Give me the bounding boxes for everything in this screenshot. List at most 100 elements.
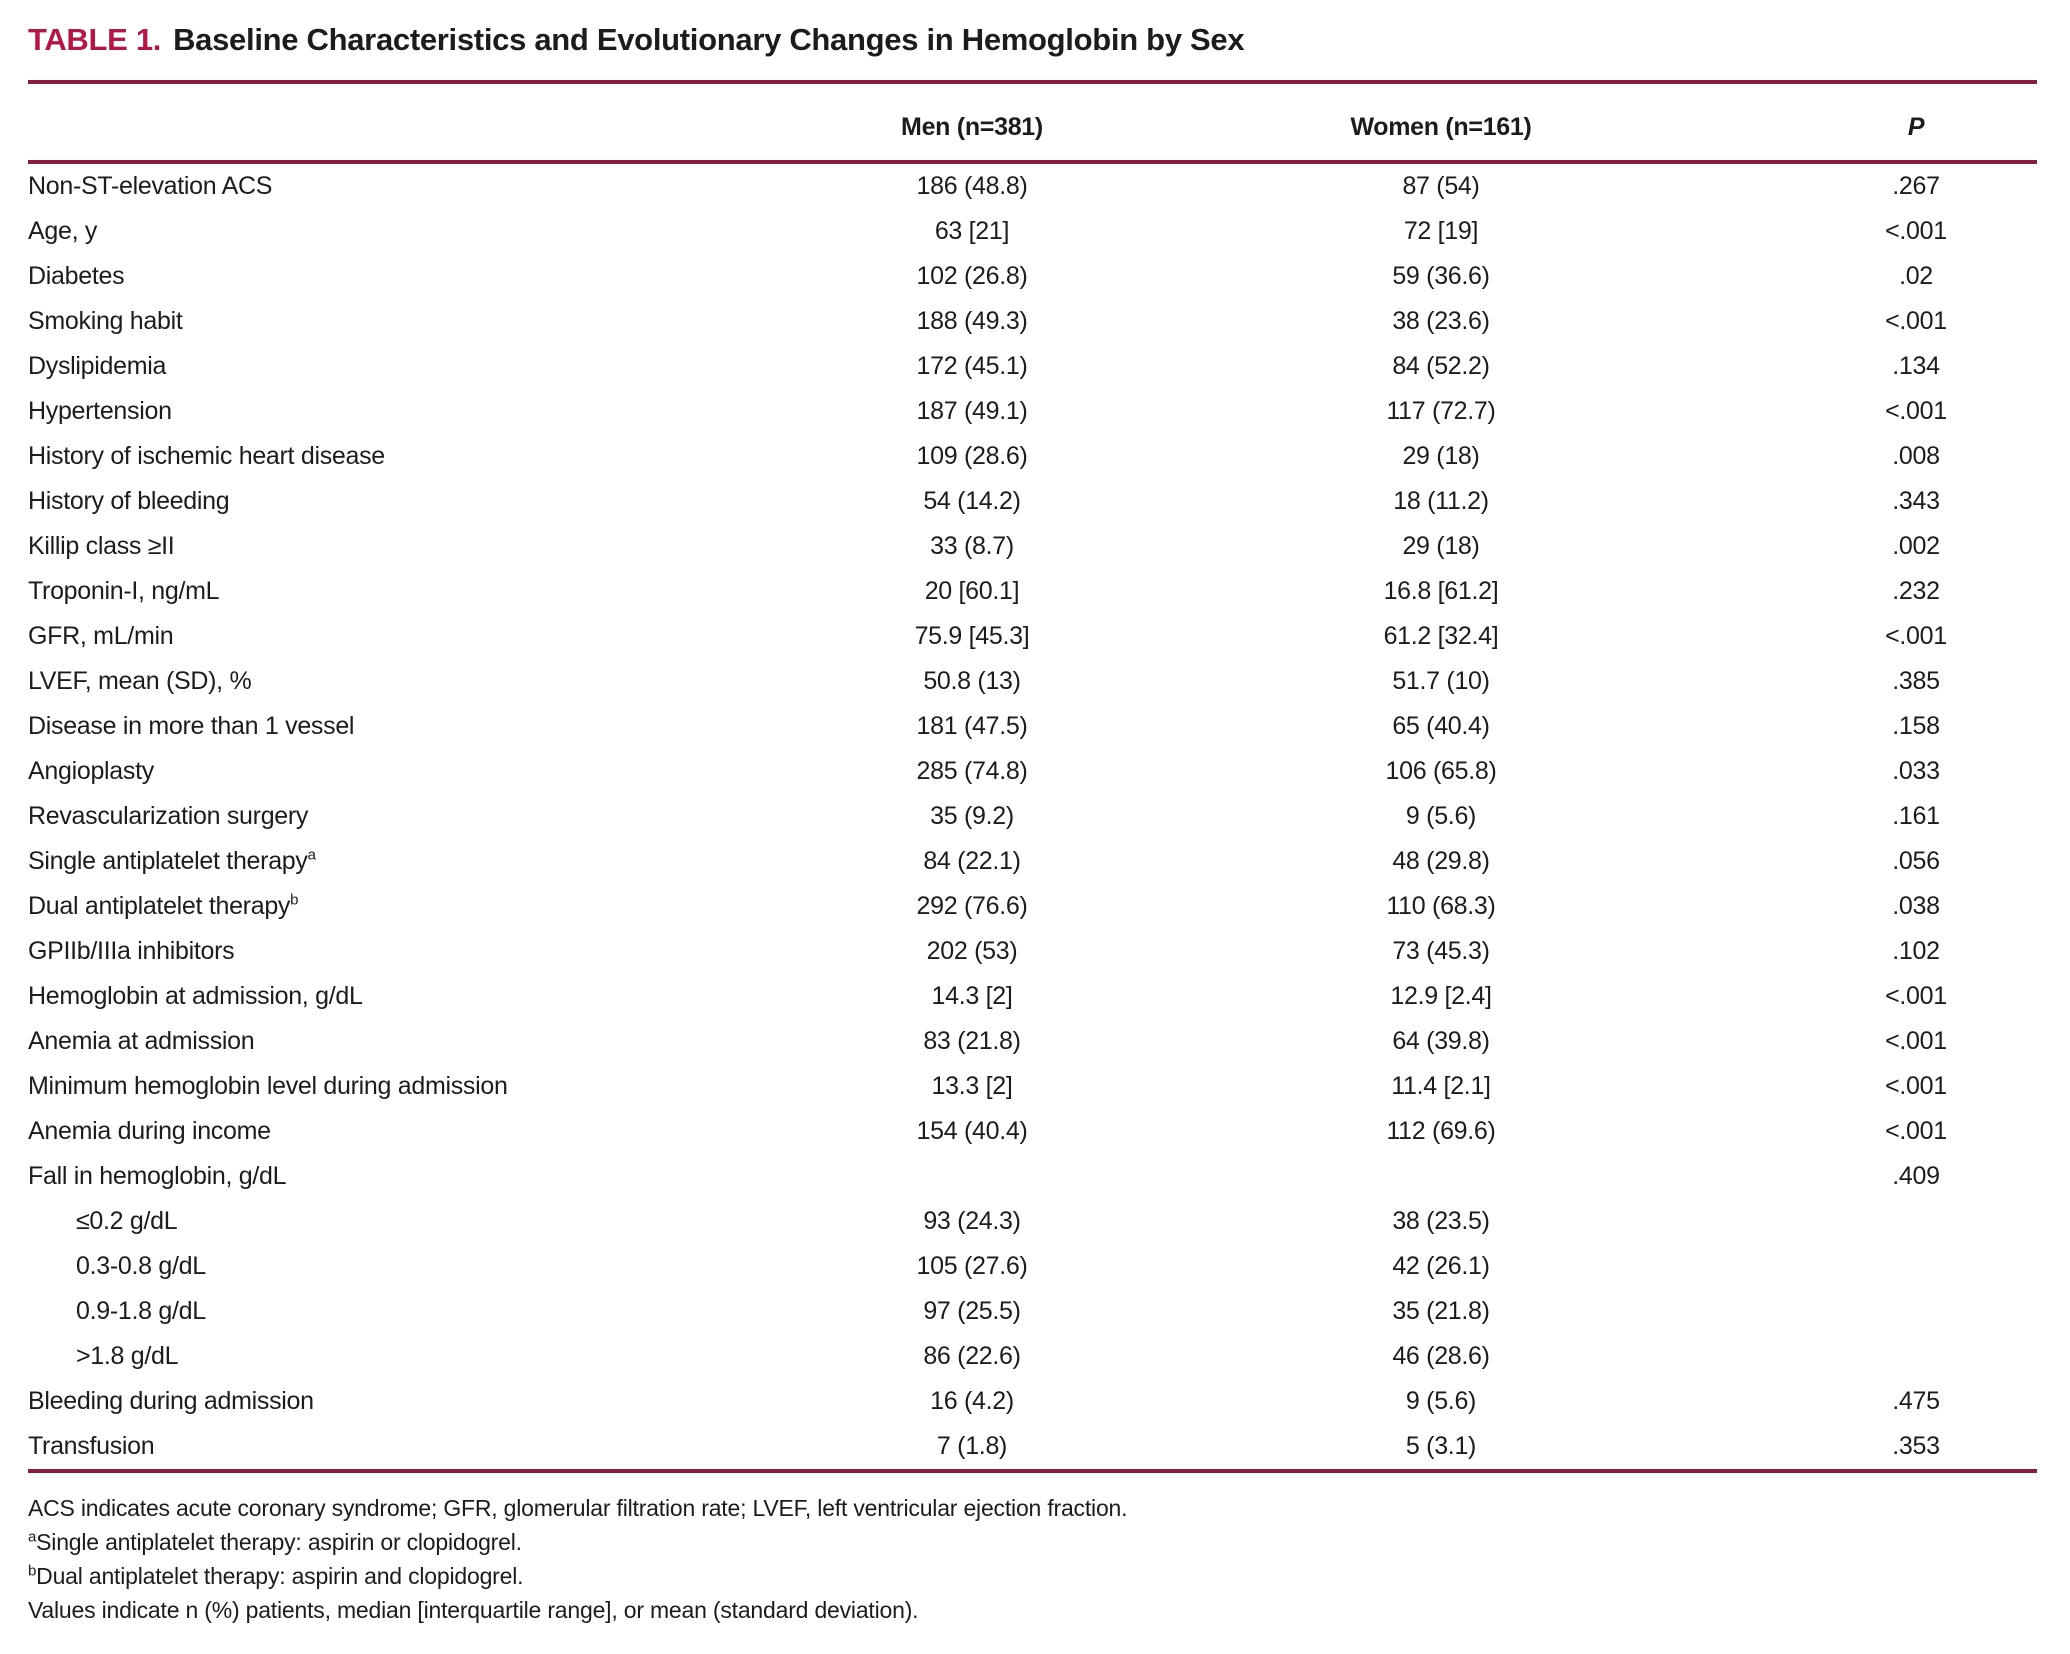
women-value: 38 (23.5) (1392, 1207, 1490, 1235)
p-value: <.001 (1885, 307, 1947, 335)
men-value: 33 (8.7) (930, 532, 1014, 560)
col-header-men: Men (n=381) (857, 80, 1087, 164)
p-value: <.001 (1885, 1117, 1947, 1145)
header-row: Men (n=381) Women (n=161) P (28, 80, 2037, 164)
row-label: Killip class ≥II (28, 532, 175, 560)
table-footnotes: ACS indicates acute coronary syndrome; G… (28, 1491, 2037, 1627)
women-value: 110 (68.3) (1386, 892, 1496, 920)
women-value: 51.7 (10) (1392, 667, 1490, 695)
row-label: Revascularization surgery (28, 802, 309, 830)
footnote-marker: a (28, 1528, 37, 1546)
footnote: Values indicate n (%) patients, median [… (28, 1597, 919, 1623)
table-row: LVEF, mean (SD), % 50.8 (13) 51.7 (10) .385 (28, 659, 2037, 704)
table-row: 0.3-0.8 g/dL 105 (27.6) 42 (26.1) (28, 1244, 2037, 1289)
women-value: 12.9 [2.4] (1390, 982, 1492, 1010)
men-value: 83 (21.8) (923, 1027, 1021, 1055)
row-label: >1.8 g/dL (76, 1342, 179, 1370)
men-value: 63 [21] (934, 217, 1010, 245)
women-value: 59 (36.6) (1392, 262, 1490, 290)
row-label: Bleeding during admission (28, 1387, 314, 1415)
men-value: 7 (1.8) (857, 1424, 1087, 1473)
men-value: 172 (45.1) (916, 352, 1028, 380)
women-value: 38 (23.6) (1392, 307, 1490, 335)
men-value: 186 (48.8) (916, 172, 1028, 200)
row-label: 0.3-0.8 g/dL (76, 1252, 206, 1280)
men-value: 84 (22.1) (923, 847, 1021, 875)
table-row: Anemia at admission 83 (21.8) 64 (39.8) <.0… (28, 1019, 2037, 1064)
row-label: GPIIb/IIIa inhibitors (28, 937, 235, 965)
table-row: Bleeding during admission 16 (4.2) 9 (5.6)… (28, 1379, 2037, 1424)
col-header-women: Women (n=161) (1087, 80, 1795, 164)
p-value: .033 (1892, 757, 1940, 785)
table-row: Dual antiplatelet therapyb 292 (76.6) 110 … (28, 884, 2037, 929)
table-row: Disease in more than 1 vessel 181 (47.5) 6… (28, 704, 2037, 749)
baseline-characteristics-table: Men (n=381) Women (n=161) P Non-ST-eleva… (28, 80, 2037, 1473)
table-row: Angioplasty 285 (74.8) 106 (65.8) .033 (28, 749, 2037, 794)
women-value: 9 (5.6) (1405, 1387, 1477, 1415)
women-value: 48 (29.8) (1392, 847, 1490, 875)
table-row: Revascularization surgery 35 (9.2) 9 (5.6)… (28, 794, 2037, 839)
p-value: .475 (1892, 1387, 1940, 1415)
row-label: Single antiplatelet therapya (28, 846, 316, 875)
row-label: Non-ST-elevation ACS (28, 172, 273, 200)
women-value: 42 (26.1) (1392, 1252, 1490, 1280)
p-value: .056 (1892, 847, 1940, 875)
women-value: 106 (65.8) (1385, 757, 1497, 785)
table-row: History of bleeding 54 (14.2) 18 (11.2) .34… (28, 479, 2037, 524)
men-value: 54 (14.2) (923, 487, 1021, 515)
p-value: <.001 (1885, 217, 1947, 245)
men-value: 86 (22.6) (923, 1342, 1021, 1370)
row-label: Age, y (28, 217, 98, 245)
men-value: 187 (49.1) (916, 397, 1028, 425)
table-row: Single antiplatelet therapya 84 (22.1) 48 … (28, 839, 2037, 884)
row-label: Smoking habit (28, 307, 183, 335)
p-value: .353 (1795, 1424, 2037, 1473)
women-value: 72 [19] (1403, 217, 1479, 245)
men-value: 154 (40.4) (916, 1117, 1028, 1145)
p-value: .134 (1892, 352, 1940, 380)
footnote: bDual antiplatelet therapy: aspirin and … (28, 1562, 524, 1589)
row-label: LVEF, mean (SD), % (28, 667, 252, 695)
women-value: 64 (39.8) (1392, 1027, 1490, 1055)
men-value: 93 (24.3) (923, 1207, 1021, 1235)
women-value: 16.8 [61.2] (1383, 577, 1499, 605)
row-label: Anemia at admission (28, 1027, 255, 1055)
footnote-marker: b (28, 1562, 37, 1580)
women-value: 87 (54) (1402, 172, 1480, 200)
p-value: .385 (1892, 667, 1940, 695)
men-value: 109 (28.6) (916, 442, 1028, 470)
men-value: 188 (49.3) (916, 307, 1028, 335)
table-row: History of ischemic heart disease 109 (28… (28, 434, 2037, 479)
p-value: <.001 (1885, 1072, 1947, 1100)
p-value: .008 (1892, 442, 1940, 470)
men-value: 20 [60.1] (924, 577, 1020, 605)
men-value: 75.9 [45.3] (914, 622, 1030, 650)
row-label: History of bleeding (28, 487, 230, 515)
row-label: Hypertension (28, 397, 172, 425)
row-label: History of ischemic heart disease (28, 442, 385, 470)
p-value: <.001 (1885, 622, 1947, 650)
row-label: 0.9-1.8 g/dL (76, 1297, 206, 1325)
table-row: Hemoglobin at admission, g/dL 14.3 [2] 12.… (28, 974, 2037, 1019)
footnote: aSingle antiplatelet therapy: aspirin or… (28, 1528, 522, 1555)
men-value: 292 (76.6) (916, 892, 1028, 920)
men-value: 35 (9.2) (930, 802, 1014, 830)
table-row: Anemia during income 154 (40.4) 112 (69.6)… (28, 1109, 2037, 1154)
row-label: Hemoglobin at admission, g/dL (28, 982, 363, 1010)
men-value (857, 1154, 1087, 1199)
table-row: Diabetes 102 (26.8) 59 (36.6) .02 (28, 254, 2037, 299)
row-label: Diabetes (28, 262, 125, 290)
row-label: Disease in more than 1 vessel (28, 712, 355, 740)
table-row: Non-ST-elevation ACS 186 (48.8) 87 (54) .26… (28, 162, 2037, 209)
p-value: .02 (1899, 262, 1933, 290)
women-value: 65 (40.4) (1392, 712, 1490, 740)
p-value: .102 (1892, 937, 1940, 965)
women-value: 18 (11.2) (1393, 487, 1489, 515)
women-value: 46 (28.6) (1392, 1342, 1490, 1370)
table-row: Transfusion 7 (1.8) 5 (3.1) .353 (28, 1424, 2037, 1473)
men-value: 13.3 [2] (931, 1072, 1013, 1100)
col-header-characteristic (28, 80, 857, 164)
women-value: 11.4 [2.1] (1391, 1072, 1491, 1100)
p-value: .161 (1892, 802, 1940, 830)
p-value: .038 (1892, 892, 1940, 920)
